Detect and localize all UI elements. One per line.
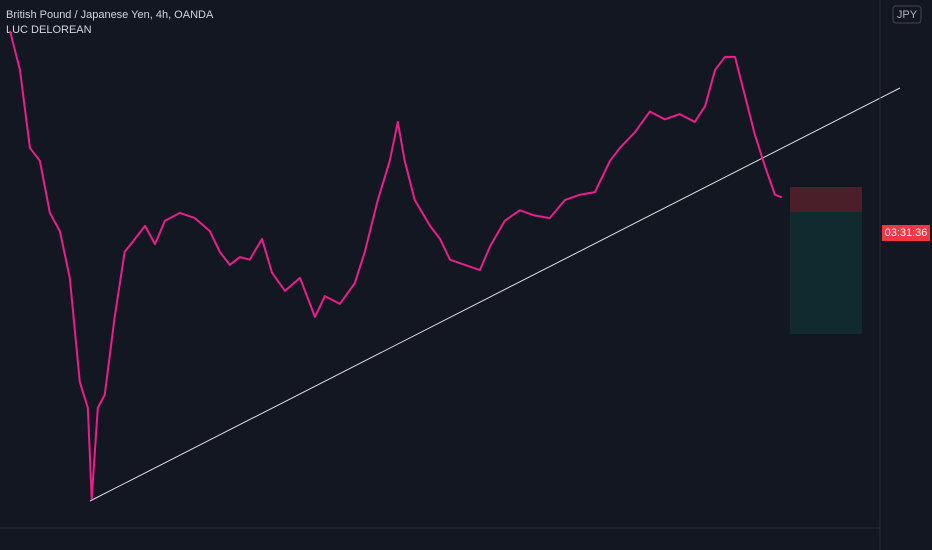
- chart-title: British Pound / Japanese Yen, 4h, OANDA: [6, 9, 214, 21]
- short-target-zone: [790, 212, 862, 334]
- countdown: 03:31:36: [885, 227, 928, 239]
- trend-line: [89, 87, 901, 502]
- countdown-box: [882, 225, 930, 241]
- indicator-name: LUC DELOREAN: [6, 24, 92, 36]
- short-risk-zone: [790, 187, 862, 212]
- currency-button[interactable]: [892, 5, 922, 24]
- currency-label[interactable]: JPY: [897, 9, 918, 21]
- price-line: [9, 30, 783, 500]
